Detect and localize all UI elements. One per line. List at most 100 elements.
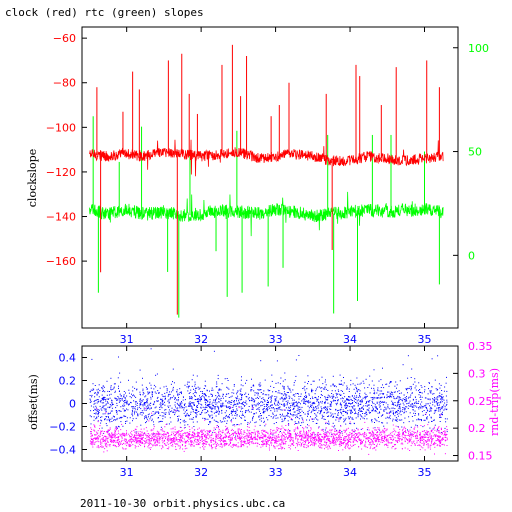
scatter-point-0-2444	[352, 411, 353, 413]
scatter-point-0-181	[140, 412, 142, 413]
scatter-point-1-1058	[335, 437, 337, 439]
scatter-point-1-549	[203, 444, 204, 446]
scatter-point-0-870	[194, 396, 196, 397]
scatter-point-1-129	[430, 437, 431, 439]
scatter-point-1-661	[344, 441, 345, 443]
scatter-point-0-2419	[128, 379, 129, 381]
scatter-point-1-797	[355, 430, 356, 432]
scatter-point-0-1664	[169, 411, 171, 413]
scatter-point-1-1307	[220, 435, 221, 437]
scatter-point-0-459	[212, 395, 213, 397]
scatter-point-0-473	[253, 404, 255, 406]
scatter-point-1-1567	[217, 437, 219, 439]
scatter-point-1-773	[177, 431, 179, 433]
scatter-point-1-606	[367, 427, 369, 429]
scatter-point-1-960	[331, 440, 333, 442]
scatter-point-1-513	[353, 434, 355, 436]
scatter-point-0-1040	[300, 425, 302, 426]
scatter-point-1-1005	[193, 442, 195, 444]
scatter-point-0-2301	[320, 390, 322, 392]
scatter-point-1-1988	[163, 433, 165, 435]
scatter-point-0-1496	[113, 387, 115, 389]
scatter-point-0-2003	[241, 376, 242, 378]
scatter-point-1-1910	[106, 439, 108, 441]
scatter-point-0-1561	[274, 403, 276, 405]
scatter-point-0-2547	[280, 431, 281, 432]
scatter-point-0-1863	[287, 415, 289, 417]
scatter-point-0-2370	[130, 402, 132, 404]
scatter-point-0-2096	[192, 393, 194, 395]
scatter-point-0-1982	[205, 399, 207, 401]
scatter-point-1-1167	[274, 439, 276, 441]
scatter-point-1-826	[384, 435, 386, 437]
scatter-point-0-1611	[421, 396, 423, 398]
scatter-point-1-2178	[437, 435, 439, 437]
scatter-point-1-1260	[152, 438, 154, 440]
scatter-point-0-895	[94, 396, 96, 398]
scatter-point-0-145	[181, 407, 183, 409]
scatter-point-0-1456	[356, 395, 358, 397]
scatter-point-1-230	[197, 431, 199, 433]
scatter-point-1-377	[110, 438, 112, 440]
scatter-point-1-519	[264, 444, 266, 445]
scatter-point-1-508	[265, 431, 267, 433]
scatter-point-0-1671	[225, 415, 227, 417]
scatter-point-1-675	[254, 435, 256, 437]
scatter-point-1-1159	[291, 437, 293, 439]
scatter-point-1-141	[409, 436, 411, 438]
scatter-point-0-285	[284, 393, 286, 394]
scatter-point-0-955	[424, 419, 426, 421]
scatter-point-1-611	[375, 449, 377, 451]
scatter-point-1-1916	[107, 441, 109, 443]
scatter-point-0-2548	[260, 389, 262, 391]
scatter-point-1-322	[136, 426, 138, 428]
scatter-point-1-1717	[399, 433, 401, 435]
scatter-point-1-2128	[368, 444, 370, 446]
scatter-point-0-2066	[412, 406, 414, 408]
scatter-point-1-116	[335, 436, 337, 438]
scatter-point-0-9	[357, 416, 359, 418]
scatter-point-1-1049	[429, 435, 431, 437]
scatter-point-1-1894	[90, 433, 92, 435]
scatter-point-1-600	[170, 441, 172, 443]
scatter-point-1-58	[284, 429, 286, 431]
scatter-point-1-1027	[335, 441, 336, 443]
scatter-point-1-1070	[156, 430, 158, 432]
scatter-point-1-2315	[324, 433, 326, 435]
scatter-point-0-452	[332, 394, 334, 396]
scatter-point-1-56	[414, 435, 416, 437]
scatter-point-1-1285	[202, 432, 204, 434]
scatter-point-0-882	[258, 389, 260, 391]
scatter-point-1-2346	[161, 430, 163, 432]
scatter-point-0-2367	[287, 387, 289, 389]
scatter-point-0-991	[95, 405, 97, 407]
scatter-point-0-1109	[314, 409, 315, 411]
scatter-point-1-899	[189, 429, 191, 430]
scatter-point-1-1742	[372, 437, 374, 439]
scatter-point-0-714	[264, 399, 266, 401]
scatter-point-0-1214	[383, 409, 385, 411]
scatter-point-0-492	[233, 401, 235, 403]
scatter-point-1-860	[105, 445, 107, 447]
scatter-point-1-1441	[419, 442, 421, 444]
scatter-point-0-1532	[110, 405, 112, 407]
scatter-point-0-91	[386, 397, 388, 399]
scatter-point-1-258	[423, 425, 425, 427]
scatter-point-1-2115	[156, 440, 158, 442]
scatter-point-0-1471	[214, 406, 216, 408]
scatter-point-0-475	[366, 395, 368, 397]
scatter-point-0-1866	[403, 394, 405, 396]
scatter-point-1-1808	[159, 445, 161, 447]
scatter-point-0-2025	[263, 408, 265, 409]
scatter-point-1-522	[287, 433, 289, 435]
scatter-point-0-569	[107, 430, 109, 432]
scatter-point-1-1713	[123, 433, 125, 434]
scatter-point-0-2168	[114, 397, 116, 399]
scatter-point-1-669	[359, 439, 361, 441]
scatter-point-1-2031	[270, 441, 272, 443]
scatter-point-1-445	[321, 439, 323, 441]
scatter-point-0-652	[429, 427, 431, 429]
scatter-point-1-1982	[179, 441, 181, 443]
scatter-point-0-1182	[296, 402, 298, 404]
scatter-point-1-780	[290, 440, 292, 442]
